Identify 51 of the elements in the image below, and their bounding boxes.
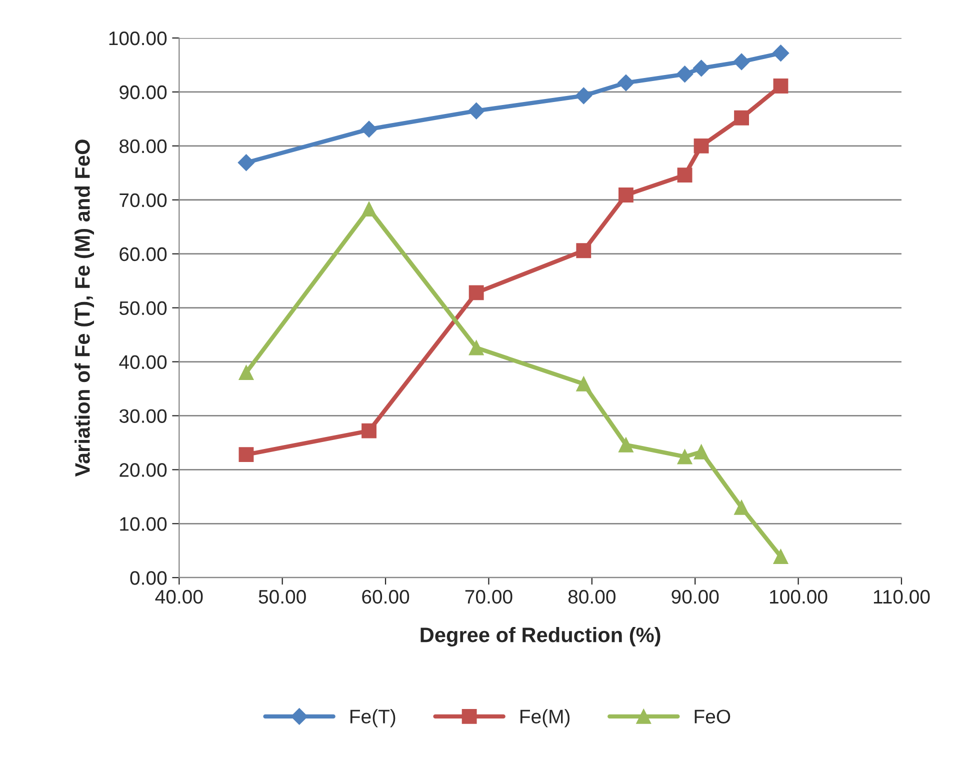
point — [238, 447, 254, 462]
y-tick-label: 90.00 — [120, 85, 167, 100]
x-tick-label: 70.00 — [465, 590, 512, 604]
point — [773, 549, 788, 564]
legend-label: Fe(T) — [350, 709, 396, 728]
x-tick-label: 60.00 — [362, 590, 410, 604]
legend-label: Fe(M) — [520, 709, 570, 728]
point — [694, 444, 709, 460]
y-tick-label: 50.00 — [119, 301, 167, 316]
point — [362, 423, 376, 438]
point — [362, 202, 376, 217]
y-axis-title: Variation of Fe (T), Fe (M) and FeO — [74, 140, 94, 477]
point — [676, 66, 694, 83]
x-tick-label: 100.00 — [770, 590, 828, 604]
point — [694, 138, 709, 154]
y-tick-label: 80.00 — [120, 139, 167, 154]
point — [773, 78, 788, 94]
point — [677, 449, 692, 464]
point — [677, 168, 692, 183]
point — [576, 376, 592, 392]
y-tick-label: 40.00 — [119, 355, 167, 369]
x-tick-label: 110.00 — [874, 590, 930, 604]
point — [618, 188, 634, 202]
y-tick-label: 70.00 — [120, 193, 167, 208]
x-axis-title: Degree of Reduction (%) — [420, 626, 660, 646]
point — [618, 437, 634, 452]
point — [734, 500, 749, 515]
y-tick-label: 10.00 — [120, 517, 167, 531]
y-tick-label: 20.00 — [120, 463, 167, 477]
y-tick-label: 100.00 — [109, 31, 167, 46]
y-tick-label: 0.00 — [130, 571, 167, 585]
point — [772, 44, 790, 62]
point — [238, 365, 254, 380]
point — [734, 110, 749, 126]
y-tick-label: 30.00 — [119, 409, 167, 423]
point — [618, 74, 634, 92]
x-tick-label: 80.00 — [568, 590, 616, 604]
point — [576, 243, 592, 258]
point — [575, 87, 592, 104]
point — [238, 154, 255, 172]
point — [468, 102, 485, 120]
point — [692, 60, 710, 77]
x-tick-label: 90.00 — [672, 590, 719, 604]
point — [468, 340, 484, 356]
y-tick-label: 60.00 — [120, 247, 167, 262]
point — [468, 285, 484, 300]
point — [733, 53, 750, 70]
x-tick-label: 50.00 — [258, 590, 306, 604]
point — [360, 120, 378, 138]
legend-label: FeO — [694, 710, 730, 724]
x-tick-label: 40.00 — [155, 590, 203, 604]
